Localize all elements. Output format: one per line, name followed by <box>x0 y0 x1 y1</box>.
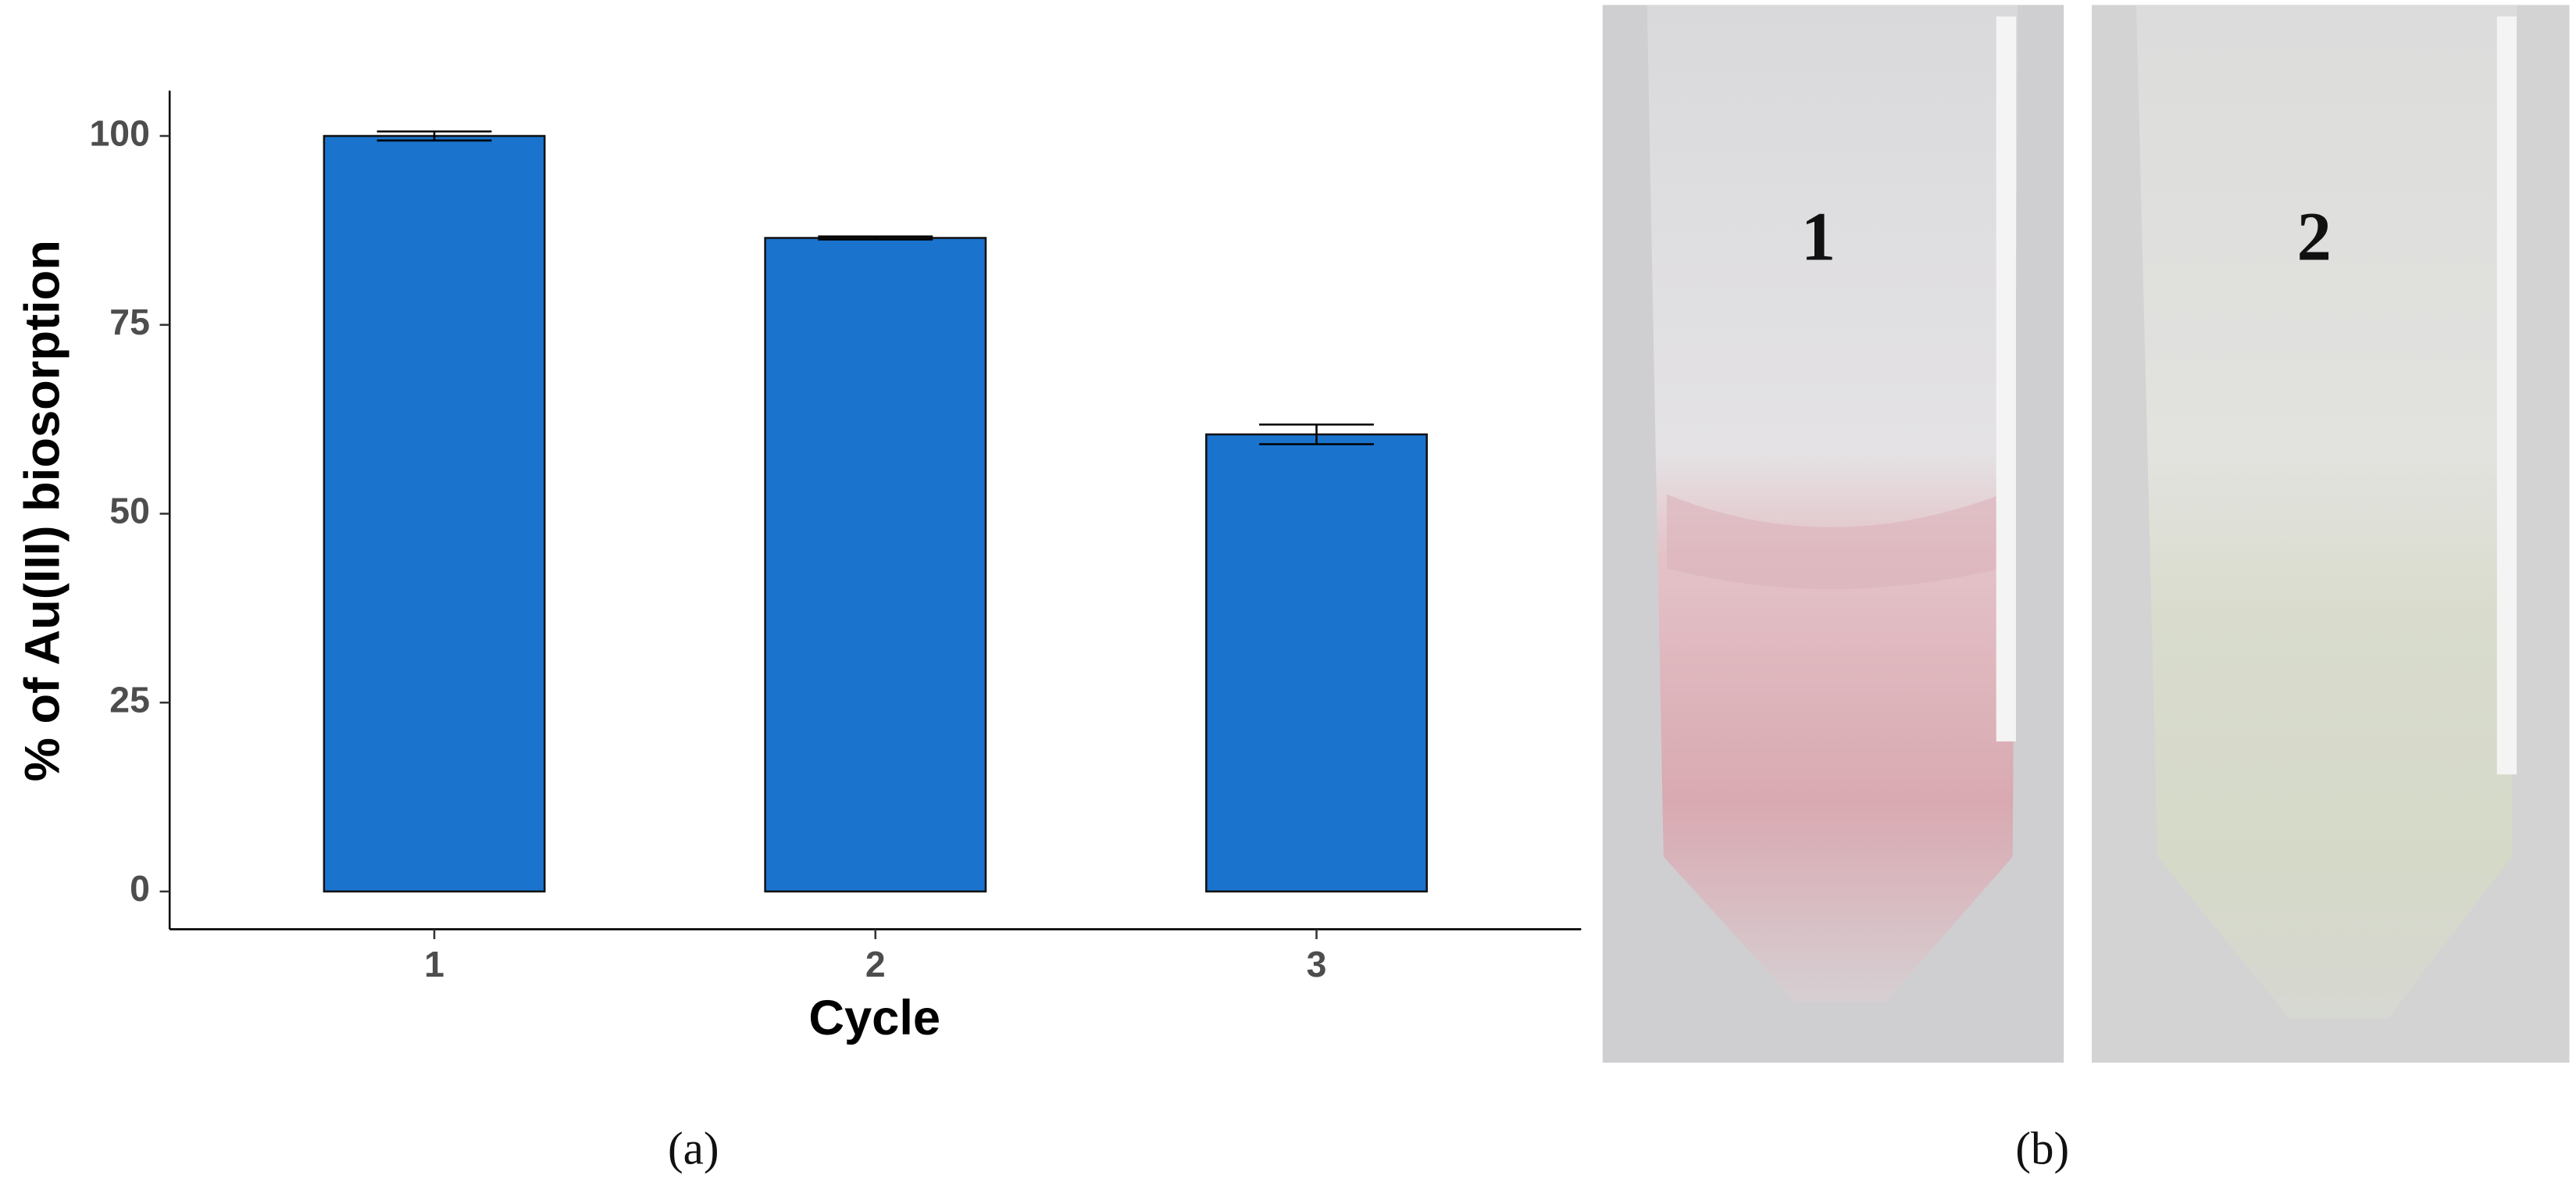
error-bar <box>1259 423 1374 445</box>
y-tick-label: 0 <box>130 868 150 909</box>
x-tick-label: 2 <box>865 944 886 984</box>
bar <box>1205 433 1428 893</box>
caption: (a) <box>668 1123 719 1174</box>
photo-panel-2 <box>2092 5 2570 1063</box>
photo-panel-1 <box>1602 5 2064 1063</box>
bar <box>764 237 987 893</box>
x-tick-label: 1 <box>424 944 444 984</box>
error-bar <box>818 235 933 241</box>
y-tick-label: 100 <box>90 113 150 153</box>
photo-label: 2 <box>2297 198 2332 275</box>
y-tick-label: 75 <box>109 302 150 342</box>
error-bar <box>376 130 492 142</box>
caption: (b) <box>2015 1123 2069 1174</box>
bar <box>323 134 546 893</box>
y-axis-title: % of Au(III) biosorption <box>16 240 70 781</box>
y-tick-label: 50 <box>109 491 150 531</box>
y-tick-label: 25 <box>109 679 150 720</box>
photo-label: 1 <box>1801 198 1836 275</box>
x-axis-title: Cycle <box>808 991 940 1045</box>
x-tick-label: 3 <box>1307 944 1327 984</box>
